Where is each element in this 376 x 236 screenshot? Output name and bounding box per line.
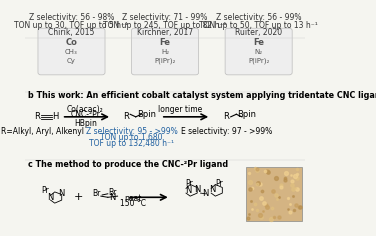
- Text: P(iPr)₂: P(iPr)₂: [248, 58, 269, 64]
- Text: Z selectivity: 95 - >99%: Z selectivity: 95 - >99%: [86, 127, 177, 136]
- FancyBboxPatch shape: [246, 167, 302, 221]
- FancyBboxPatch shape: [225, 28, 292, 75]
- Text: E selectivity: 97 - >99%: E selectivity: 97 - >99%: [181, 127, 272, 136]
- Text: Pr: Pr: [41, 186, 49, 195]
- Text: Z selectivity: 56 - 99%: Z selectivity: 56 - 99%: [216, 13, 302, 22]
- Text: Fe: Fe: [253, 38, 264, 47]
- Text: Co: Co: [65, 38, 77, 47]
- Text: Kirchner, 2017: Kirchner, 2017: [137, 28, 193, 37]
- Text: longer time: longer time: [158, 105, 203, 114]
- Text: N: N: [47, 193, 54, 202]
- Text: Br: Br: [92, 189, 101, 198]
- Text: N: N: [109, 193, 115, 202]
- Text: Chirik, 2015: Chirik, 2015: [48, 28, 95, 37]
- FancyBboxPatch shape: [38, 28, 105, 75]
- Text: P(iPr)₂: P(iPr)₂: [155, 58, 176, 64]
- Text: c The method to produce the CNC-²Pr ligand: c The method to produce the CNC-²Pr liga…: [28, 160, 228, 169]
- Text: Z selectivity: 71 - 99%: Z selectivity: 71 - 99%: [122, 13, 208, 22]
- Text: b This work: An efficient cobalt catalyst system applying tridentate CNC ligand: b This work: An efficient cobalt catalys…: [28, 91, 376, 100]
- Text: Fe: Fe: [159, 38, 171, 47]
- Text: Bpin: Bpin: [137, 110, 156, 119]
- Text: R: R: [33, 112, 39, 121]
- Text: CNC-²Pr: CNC-²Pr: [71, 110, 100, 119]
- Text: N₂: N₂: [255, 49, 263, 55]
- Text: R=Alkyl, Aryl, Alkenyl: R=Alkyl, Aryl, Alkenyl: [1, 127, 84, 136]
- FancyBboxPatch shape: [132, 28, 199, 75]
- Text: TON up to 245, TOF up to 82 h⁻¹: TON up to 245, TOF up to 82 h⁻¹: [103, 21, 227, 30]
- Text: H: H: [52, 112, 59, 121]
- Text: N: N: [186, 186, 192, 195]
- Text: N: N: [202, 189, 209, 198]
- Text: 150 °C: 150 °C: [120, 199, 146, 208]
- Text: TON up to 30, TOF up to 5 h⁻¹: TON up to 30, TOF up to 5 h⁻¹: [15, 21, 129, 30]
- Text: N: N: [194, 185, 200, 194]
- Text: TON up to 50, TOF up to 13 h⁻¹: TON up to 50, TOF up to 13 h⁻¹: [199, 21, 318, 30]
- Text: Z selectivity: 56 - 98%: Z selectivity: 56 - 98%: [29, 13, 114, 22]
- Text: Cy: Cy: [67, 58, 76, 64]
- Text: R: R: [123, 112, 129, 121]
- Text: Co(acac)₂: Co(acac)₂: [67, 105, 104, 114]
- Text: TON up to 1,680: TON up to 1,680: [100, 133, 163, 142]
- Text: +: +: [74, 192, 83, 202]
- Text: CH₃: CH₃: [65, 49, 78, 55]
- Text: Pr: Pr: [216, 179, 223, 188]
- Text: R: R: [224, 112, 229, 121]
- Text: neat: neat: [124, 194, 142, 203]
- Text: Pr: Pr: [185, 179, 193, 188]
- Text: Bpin: Bpin: [237, 110, 256, 119]
- Text: Br: Br: [108, 188, 116, 197]
- Text: H₂: H₂: [161, 49, 169, 55]
- Text: HBpin: HBpin: [74, 119, 97, 128]
- Text: N: N: [209, 185, 216, 194]
- Text: TOF up to 132,480 h⁻¹: TOF up to 132,480 h⁻¹: [89, 139, 174, 148]
- Text: Ruiter, 2020: Ruiter, 2020: [235, 28, 282, 37]
- Text: N: N: [59, 189, 65, 198]
